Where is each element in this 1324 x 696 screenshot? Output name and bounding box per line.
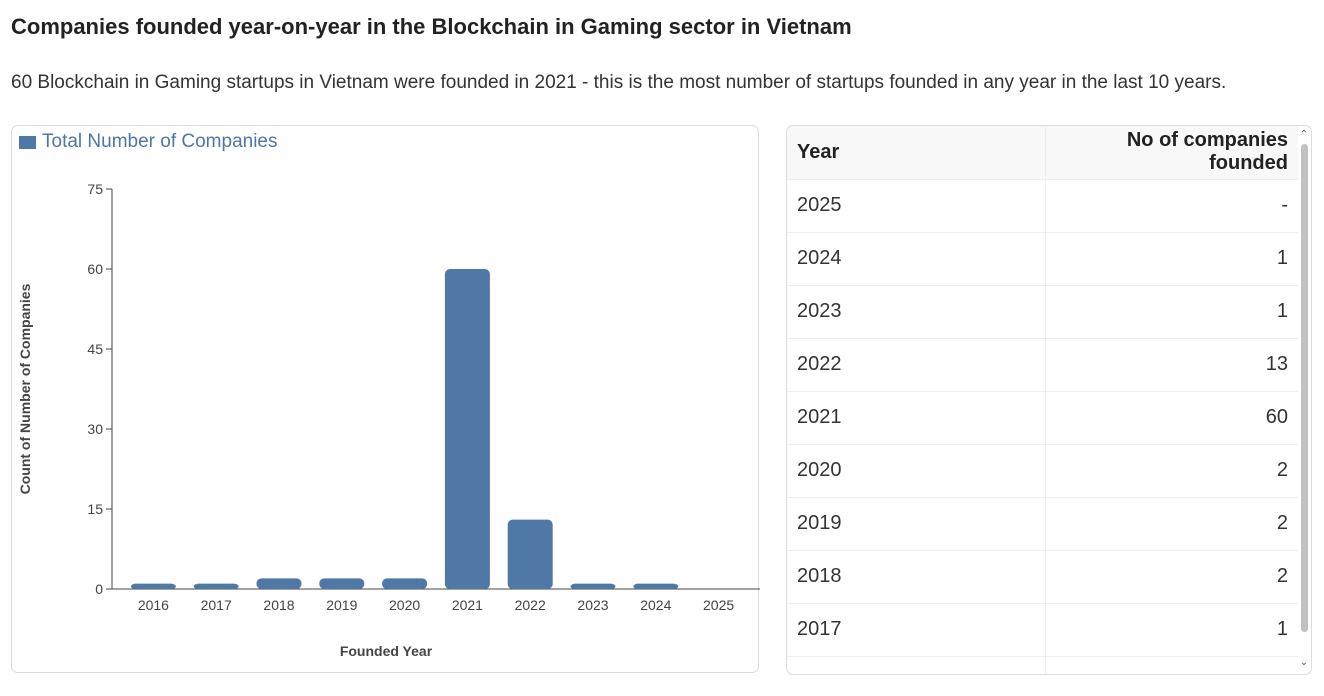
cell-count: 1 [1045,603,1298,657]
table-scrollbar[interactable]: ⌃ ⌄ [1298,130,1310,668]
cell-count: 2 [1045,444,1298,498]
cell-year: 2017 [787,603,1046,657]
cell-count: 13 [1045,338,1298,392]
cell-count: 1 [1045,285,1298,339]
scrollbar-thumb[interactable] [1301,144,1308,632]
legend-swatch [19,135,36,149]
cell-year: 2025 [787,179,1046,233]
x-tick-label: 2020 [389,597,420,613]
table-row: 2020 2 [787,444,1298,498]
table-row: 2024 1 [787,232,1298,286]
x-axis-title: Founded Year [340,643,433,659]
table-row: 2025- [787,179,1298,233]
table-row: 2018 2 [787,550,1298,604]
y-tick-label: 75 [87,181,103,197]
cell-count: 2 [1045,497,1298,551]
cell-year: 2018 [787,550,1046,604]
page-subtitle: 60 Blockchain in Gaming startups in Viet… [11,72,1227,93]
header-count[interactable]: No of companies founded [1045,126,1298,180]
founded-table: Year No of companies founded 2025-2024 1 2… [787,126,1298,674]
cell-count: 2 [1045,550,1298,604]
table-row: 2021 60 [787,391,1298,445]
y-axis-title: Count of Number of Companies [17,283,33,494]
y-tick-label: 15 [87,501,103,517]
bar-chart: 0 15 30 45 60 75 2016 2017 2018 2019 2020 2021 2022 2… [17,181,760,659]
bar-2018 [256,578,302,589]
table-row: 2017 1 [787,603,1298,657]
header-year[interactable]: Year [787,126,1046,180]
bar-2019 [319,578,365,589]
x-tick-label: 2019 [326,597,357,613]
bar-2024 [633,583,679,589]
data-table-card: Year No of companies founded 2025-2024 1 2… [786,125,1312,675]
cell-year: 2024 [787,232,1046,286]
y-tick-label: 45 [87,341,103,357]
table-row: 2019 2 [787,497,1298,551]
x-tick-label: 2022 [515,597,546,613]
bar-2016 [130,583,176,589]
table-row: 20161 [787,656,1298,674]
page-title: Companies founded year-on-year in the Bl… [11,14,852,39]
x-tick-label: 2016 [138,597,169,613]
bar-2023 [570,583,616,589]
bar-2020 [382,578,428,589]
x-tick-label: 2024 [640,597,671,613]
cell-count: - [1045,179,1298,233]
cell-year: 2021 [787,391,1046,445]
y-tick-label: 30 [87,421,103,437]
cell-year: 2016 [787,656,1046,674]
cell-year: 2020 [787,444,1046,498]
x-tick-label: 2023 [577,597,608,613]
cell-count: 1 [1045,232,1298,286]
chevron-down-icon[interactable]: ⌄ [1299,657,1309,668]
table-header-row: Year No of companies founded [787,126,1298,180]
cell-year: 2019 [787,497,1046,551]
cell-year: 2023 [787,285,1046,339]
cell-count: 60 [1045,391,1298,445]
cell-count: 1 [1045,656,1298,674]
bar-2017 [193,583,239,589]
legend-label: Total Number of Companies [42,131,278,152]
bar-2022 [507,519,553,589]
x-tick-label: 2025 [703,597,734,613]
x-tick-label: 2017 [201,597,232,613]
x-tick-label: 2018 [263,597,294,613]
chart-legend[interactable]: Total Number of Companies [19,131,278,153]
x-tick-label: 2021 [452,597,483,613]
chevron-up-icon[interactable]: ⌃ [1299,129,1309,140]
y-tick-label: 60 [87,261,103,277]
chart-card: Total Number of Companies 0 15 30 45 60 75 201… [11,125,760,673]
y-tick-label: 0 [95,581,103,597]
cell-year: 2022 [787,338,1046,392]
table-row: 2023 1 [787,285,1298,339]
bar-2021 [444,269,490,589]
table-row: 2022 13 [787,338,1298,392]
